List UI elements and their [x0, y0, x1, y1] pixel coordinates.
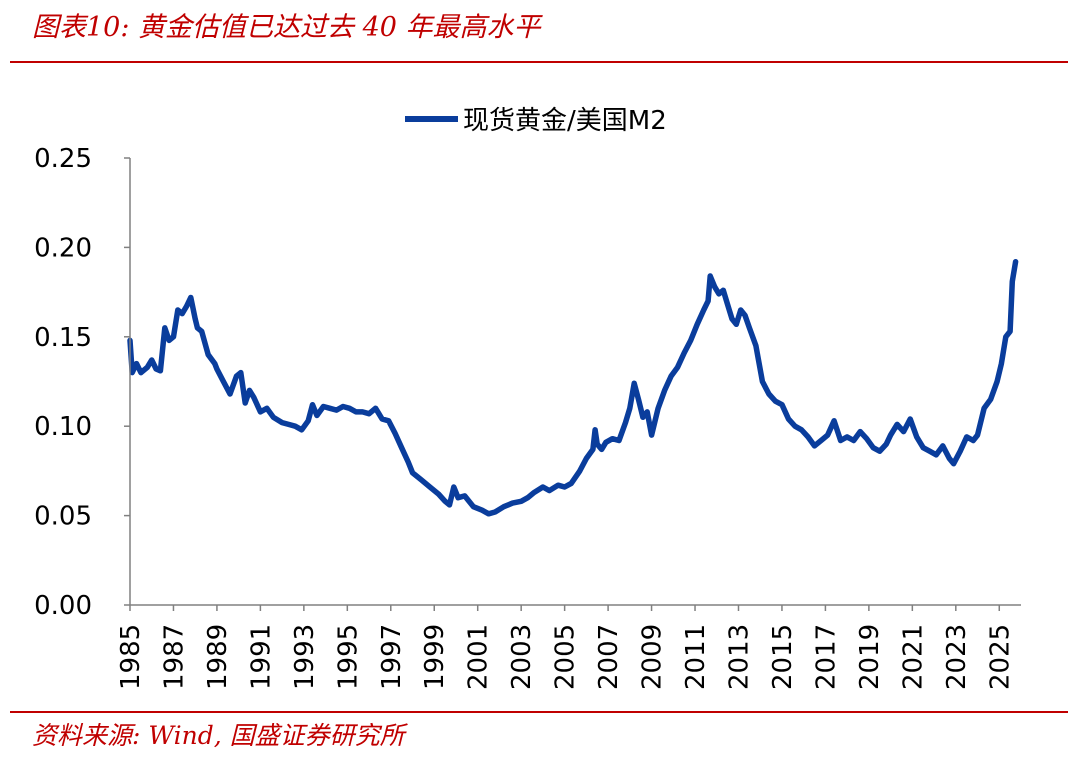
x-tick-label: 1993	[290, 624, 320, 690]
series-line-gold-m2	[127, 258, 1019, 517]
x-tick-label: 1985	[116, 624, 146, 690]
x-tick-label: 2023	[942, 624, 972, 690]
x-tick-label: 2025	[985, 624, 1015, 690]
top-divider	[10, 61, 1068, 63]
x-tick-label: 1991	[246, 624, 276, 690]
x-tick-label: 2021	[898, 624, 928, 690]
legend-label: 现货黄金/美国M2	[463, 106, 667, 136]
y-tick-label: 0.00	[34, 591, 92, 621]
x-tick-label: 1999	[420, 624, 450, 690]
x-tick-label: 1995	[333, 624, 363, 690]
x-tick-label: 2011	[681, 624, 711, 690]
y-axis-ticks: 0.00 0.05 0.10 0.15 0.20 0.25	[34, 144, 130, 621]
x-tick-label: 2013	[724, 624, 754, 690]
y-tick-label: 0.10	[34, 412, 92, 442]
x-tick-label: 2003	[507, 624, 537, 690]
x-tick-label: 2007	[594, 624, 624, 690]
x-tick-label: 2019	[855, 624, 885, 690]
x-axis-ticks: 1985 1987 1989 1991 1993 1995 1997 1999 2001 2003…	[116, 605, 1015, 690]
y-tick-label: 0.05	[34, 502, 92, 532]
x-tick-label: 1997	[377, 624, 407, 690]
x-tick-label: 2009	[638, 624, 668, 690]
source-note: 资料来源: Wind, 国盛证券研究所	[32, 721, 405, 750]
x-tick-label: 2001	[464, 624, 494, 690]
y-tick-label: 0.15	[34, 323, 92, 353]
x-tick-label: 1987	[159, 624, 189, 690]
bottom-divider	[10, 711, 1068, 713]
y-tick-label: 0.25	[34, 144, 92, 174]
x-tick-label: 2015	[768, 624, 798, 690]
figure-title: 图表10: 黄金估值已达过去 40 年最高水平	[32, 12, 541, 43]
x-tick-label: 2017	[811, 624, 841, 690]
legend: 现货黄金/美国M2	[405, 106, 667, 136]
y-tick-label: 0.20	[34, 233, 92, 263]
x-tick-label: 1989	[203, 624, 233, 690]
x-tick-label: 2005	[551, 624, 581, 690]
